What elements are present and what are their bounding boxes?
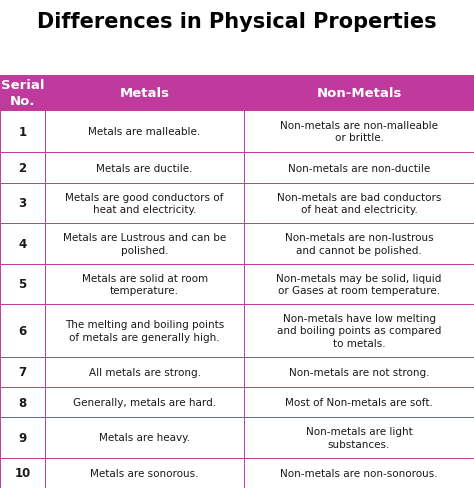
Text: Non-metals are non-lustrous
and cannot be polished.: Non-metals are non-lustrous and cannot b…: [285, 233, 433, 255]
Text: Non-metals are not strong.: Non-metals are not strong.: [289, 367, 429, 377]
Text: Metals are ductile.: Metals are ductile.: [96, 163, 193, 173]
Text: Metals are solid at room
temperature.: Metals are solid at room temperature.: [82, 273, 208, 295]
Text: Non-metals are non-sonorous.: Non-metals are non-sonorous.: [280, 468, 438, 478]
Text: 4: 4: [18, 238, 27, 250]
Text: Metals: Metals: [119, 87, 170, 100]
Text: Metals are Lustrous and can be
polished.: Metals are Lustrous and can be polished.: [63, 233, 226, 255]
Text: Non-Metals: Non-Metals: [316, 87, 402, 100]
Text: Most of Non-metals are soft.: Most of Non-metals are soft.: [285, 397, 433, 407]
Text: Non-metals are bad conductors
of heat and electricity.: Non-metals are bad conductors of heat an…: [277, 192, 441, 215]
Text: Non-metals are non-malleable
or brittle.: Non-metals are non-malleable or brittle.: [280, 121, 438, 143]
Text: Serial
No.: Serial No.: [1, 79, 44, 108]
Text: 1: 1: [18, 125, 27, 139]
Text: Metals are good conductors of
heat and electricity.: Metals are good conductors of heat and e…: [65, 192, 224, 215]
Text: Differences in Physical Properties: Differences in Physical Properties: [37, 12, 437, 32]
Text: 7: 7: [18, 366, 27, 379]
Text: The melting and boiling points
of metals are generally high.: The melting and boiling points of metals…: [65, 320, 224, 342]
Text: 2: 2: [18, 162, 27, 175]
Text: Metals are sonorous.: Metals are sonorous.: [91, 468, 199, 478]
Text: Non-metals have low melting
and boiling points as compared
to metals.: Non-metals have low melting and boiling …: [277, 313, 441, 348]
Text: Metals are malleable.: Metals are malleable.: [89, 127, 201, 137]
Text: Non-metals may be solid, liquid
or Gases at room temperature.: Non-metals may be solid, liquid or Gases…: [276, 273, 442, 295]
Text: 8: 8: [18, 396, 27, 409]
Text: 5: 5: [18, 278, 27, 291]
Text: 9: 9: [18, 431, 27, 444]
Text: 6: 6: [18, 324, 27, 337]
Text: 10: 10: [14, 467, 31, 479]
Text: Non-metals are light
substances.: Non-metals are light substances.: [306, 427, 412, 449]
Text: Metals are heavy.: Metals are heavy.: [99, 432, 190, 443]
Text: Non-metals are non-ductile: Non-metals are non-ductile: [288, 163, 430, 173]
Text: Generally, metals are hard.: Generally, metals are hard.: [73, 397, 216, 407]
Text: All metals are strong.: All metals are strong.: [89, 367, 201, 377]
Text: 3: 3: [18, 197, 27, 210]
